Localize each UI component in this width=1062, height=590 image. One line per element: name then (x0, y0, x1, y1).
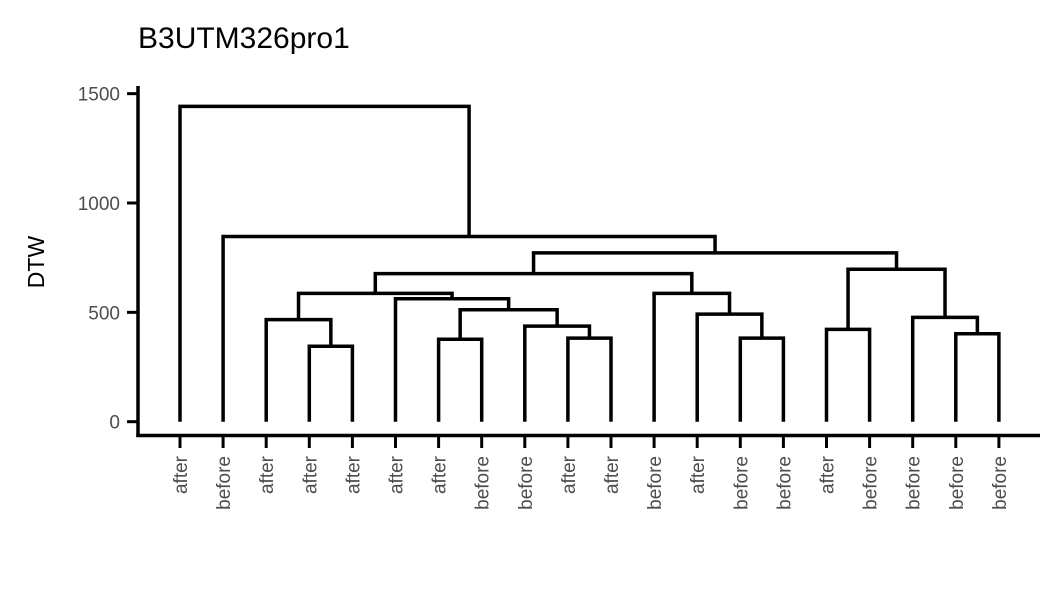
leaf-label: after (559, 455, 580, 494)
y-tick-label: 0 (109, 413, 120, 434)
leaf-label: before (214, 456, 235, 510)
dendrogram-branch-2 (436, 337, 484, 422)
dendrogram-branches (178, 104, 1001, 422)
dendrogram-branch-17 (531, 251, 899, 274)
dendrogram-branch-4 (738, 336, 786, 422)
chart-title: B3UTM326pro1 (138, 22, 350, 55)
leaf-label: before (990, 456, 1011, 510)
leaf-label: before (947, 456, 968, 510)
leaf-label: before (731, 456, 752, 510)
leaf-label: after (171, 455, 192, 494)
dendrogram-branch-1 (307, 344, 355, 422)
dendrogram-branch-14 (652, 291, 732, 422)
leaf-label: after (257, 455, 278, 494)
leaf-label: after (688, 455, 709, 494)
dendrogram-branch-18 (221, 234, 717, 422)
leaf-label: before (516, 456, 537, 510)
leaf-label: before (645, 456, 666, 510)
leaf-label: before (774, 456, 795, 510)
y-axis-ticks: 0 500 1000 1500 (78, 85, 138, 434)
dendrogram-branch-3 (566, 336, 613, 422)
leaf-label: before (861, 456, 882, 510)
y-tick-label: 1000 (78, 194, 120, 215)
dendrogram-branch-12 (393, 297, 511, 422)
leaf-label: after (602, 455, 623, 494)
leaf-label: after (343, 455, 364, 494)
dendrogram-branch-7 (523, 324, 592, 422)
dendrogram-branch-19 (178, 104, 471, 422)
y-tick-label: 1500 (78, 85, 120, 106)
dendrogram-branch-6 (824, 327, 872, 422)
leaf-label: before (904, 456, 925, 510)
dendrogram-branch-10 (695, 312, 764, 422)
dendrogram-branch-9 (910, 315, 980, 422)
dendrogram-branch-13 (296, 291, 454, 320)
dendrogram-branch-15 (373, 271, 694, 294)
leaf-label: after (818, 455, 839, 494)
leaf-label: after (387, 455, 408, 494)
leaf-label: before (473, 456, 494, 510)
y-axis-label: DTW (23, 236, 49, 289)
dendrogram-branch-8 (264, 317, 333, 422)
leaf-label: after (300, 455, 321, 494)
leaf-label: after (430, 455, 451, 494)
y-tick-label: 500 (88, 303, 120, 324)
dendrogram-branch-16 (846, 267, 947, 330)
dendrogram-branch-5 (954, 332, 1001, 422)
x-axis-ticks: after before after after after after after befo… (171, 437, 1011, 510)
